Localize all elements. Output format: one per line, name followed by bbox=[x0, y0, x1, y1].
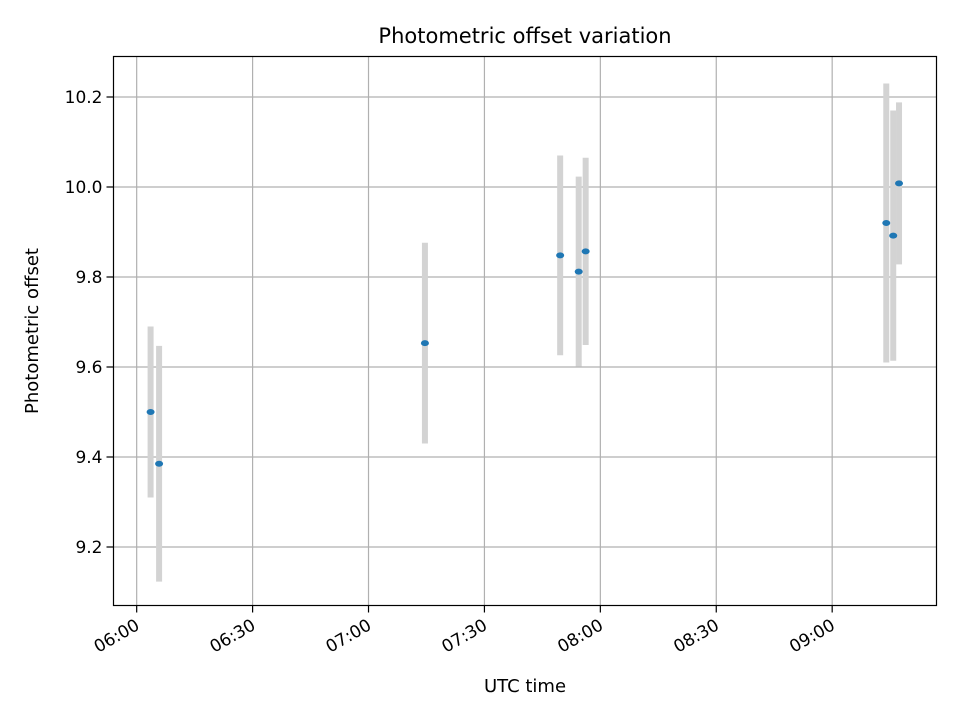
x-tick-label: 08:00 bbox=[554, 616, 606, 658]
data-points bbox=[146, 180, 904, 467]
x-tick-label: 06:00 bbox=[91, 616, 143, 658]
data-point bbox=[895, 180, 904, 187]
data-point bbox=[882, 220, 891, 226]
x-tick-label: 08:30 bbox=[670, 616, 722, 658]
x-axis-ticks: 06:00 06:30 07:00 07:30 08:00 08:30 09:00 bbox=[91, 605, 839, 658]
chart-title: Photometric offset variation bbox=[378, 24, 671, 48]
error-bars bbox=[147, 83, 903, 582]
y-tick-label: 9.8 bbox=[75, 268, 102, 288]
data-point bbox=[581, 248, 590, 255]
y-tick-label: 10.2 bbox=[65, 88, 103, 108]
y-tick-label: 9.6 bbox=[75, 358, 102, 378]
y-tick-label: 9.2 bbox=[75, 538, 102, 558]
data-point bbox=[146, 409, 155, 415]
data-point bbox=[556, 252, 565, 259]
plot-area-frame bbox=[112, 55, 938, 607]
data-point bbox=[889, 232, 898, 239]
y-tick-label: 9.4 bbox=[75, 448, 102, 468]
x-tick-label: 07:00 bbox=[323, 616, 375, 658]
data-point bbox=[420, 340, 429, 347]
y-axis-label: Photometric offset bbox=[22, 248, 43, 414]
x-tick-label: 09:00 bbox=[786, 616, 838, 658]
grid bbox=[113, 56, 937, 606]
data-point bbox=[155, 460, 164, 467]
data-point bbox=[574, 268, 583, 275]
x-axis-label: UTC time bbox=[484, 676, 566, 697]
y-tick-label: 10.0 bbox=[65, 178, 103, 198]
x-tick-label: 06:30 bbox=[207, 616, 259, 658]
x-tick-label: 07:30 bbox=[438, 616, 490, 658]
y-axis-ticks: 9.2 9.4 9.6 9.8 10.0 10.2 bbox=[65, 88, 114, 558]
